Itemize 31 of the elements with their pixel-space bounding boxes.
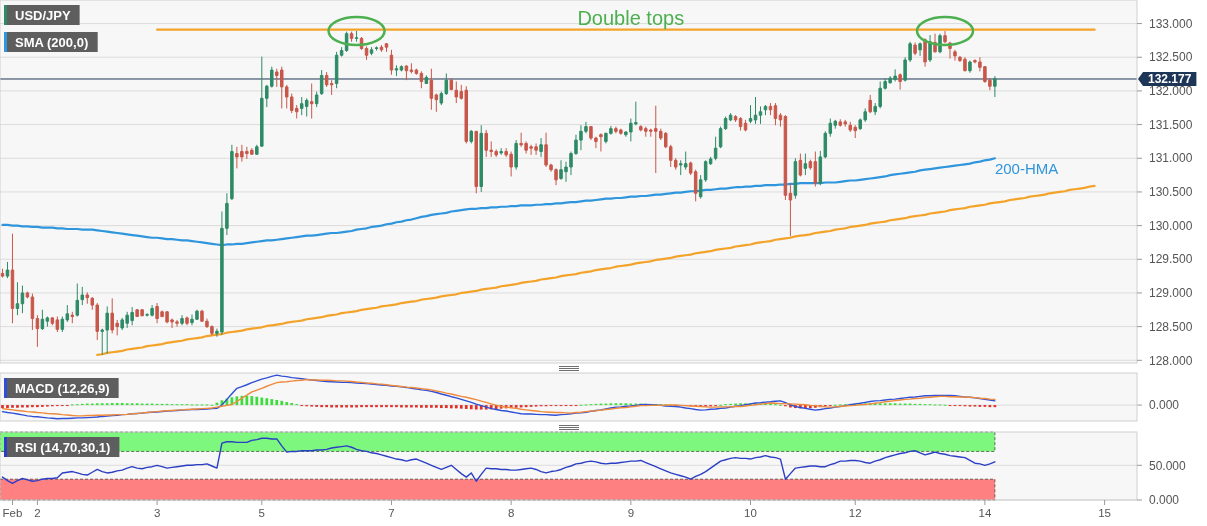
- y-tick-label: 132.500: [1149, 50, 1193, 65]
- x-tick-label: 3: [153, 507, 161, 519]
- chart-title: MACD (12,26,9): [15, 380, 110, 396]
- x-tick-label: 9: [627, 507, 635, 519]
- x-tick-label: 8: [507, 507, 515, 519]
- y-tick-label: 130.000: [1149, 218, 1193, 233]
- y-tick-label: 50.000: [1149, 458, 1187, 473]
- x-tick-label: 12: [848, 507, 862, 519]
- y-tick-label: 128.500: [1149, 319, 1193, 334]
- x-tick-label: 7: [388, 507, 395, 519]
- ref-line-label: 132.177: [1148, 72, 1192, 87]
- text: RSI (14,70,30,1): [15, 439, 111, 455]
- annotation: Double tops: [577, 7, 685, 29]
- x-tick-label: Feb: [2, 507, 23, 519]
- x-tick-label: 10: [744, 507, 757, 519]
- y-tick-label: 129.500: [1149, 252, 1193, 267]
- x-tick-label: 14: [978, 507, 992, 519]
- text: SMA (200,0): [15, 34, 89, 50]
- y-tick-label: 128.000: [1149, 353, 1193, 368]
- y-tick-label: 131.000: [1149, 151, 1193, 166]
- x-tick-label: 5: [258, 507, 266, 519]
- series-label: 200-HMA: [994, 160, 1059, 178]
- text: USD/JPY: [15, 7, 71, 23]
- y-tick-label: 132.000: [1149, 84, 1193, 99]
- x-tick-label: 15: [1098, 507, 1111, 519]
- y-tick-label: 133.000: [1149, 16, 1193, 31]
- x-tick-label: 2: [34, 507, 41, 519]
- y-tick-label: 129.000: [1149, 286, 1193, 301]
- y-tick-label: 130.500: [1149, 185, 1193, 200]
- y-tick-label: 0.000: [1149, 493, 1180, 508]
- y-tick-label: 131.500: [1149, 117, 1193, 132]
